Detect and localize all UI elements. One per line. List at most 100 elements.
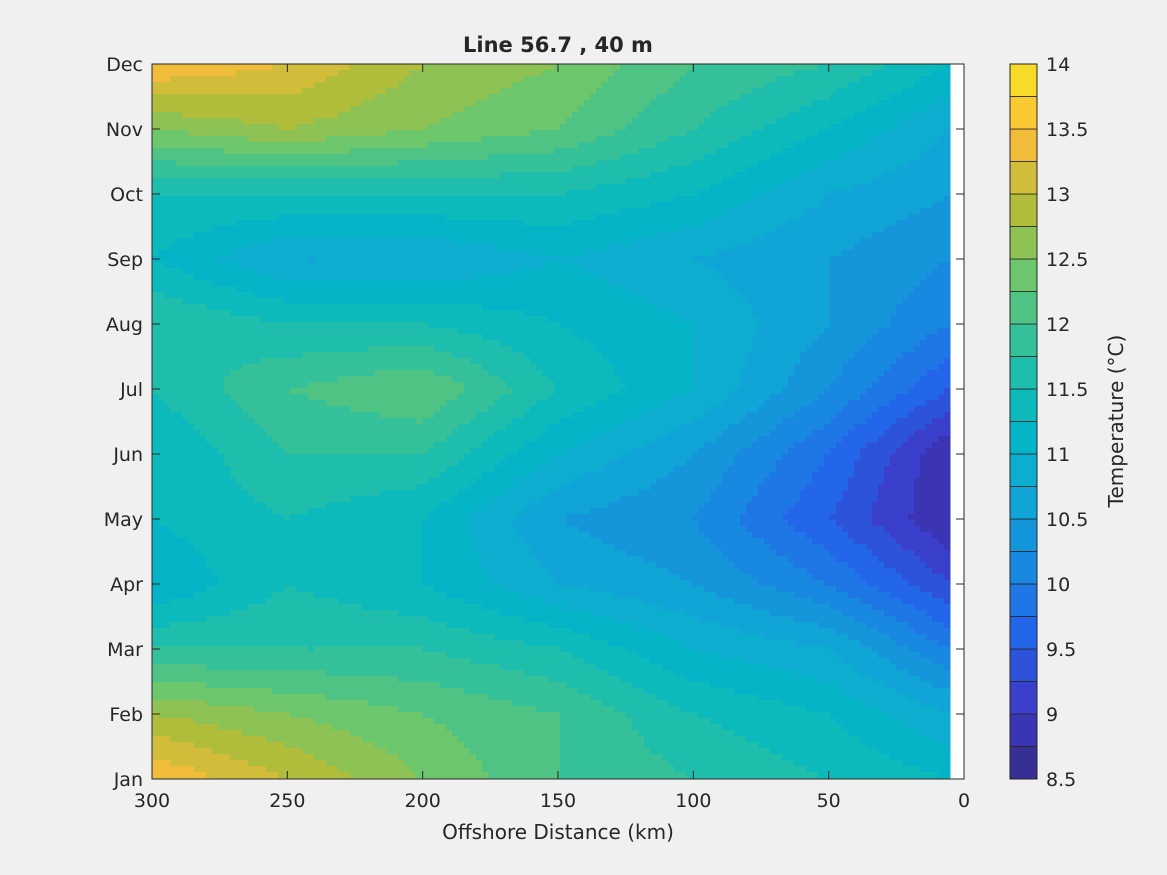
- contour-cell: [254, 136, 261, 143]
- contour-cell: [632, 256, 639, 263]
- contour-cell: [350, 82, 357, 89]
- contour-cell: [488, 160, 495, 167]
- contour-cell: [182, 124, 189, 131]
- contour-cell: [872, 262, 879, 269]
- contour-cell: [518, 82, 525, 89]
- contour-cell: [872, 268, 879, 275]
- contour-cell: [470, 172, 477, 179]
- contour-cell: [488, 136, 495, 143]
- contour-cell: [764, 106, 771, 113]
- contour-cell: [410, 100, 417, 107]
- contour-cell: [440, 100, 447, 107]
- contour-cell: [494, 76, 501, 83]
- contour-cell: [416, 274, 423, 281]
- contour-cell: [710, 136, 717, 143]
- contour-cell: [536, 70, 543, 77]
- contour-cell: [350, 160, 357, 167]
- contour-cell: [338, 232, 345, 239]
- contour-cell: [824, 160, 831, 167]
- contour-cell: [848, 94, 855, 101]
- contour-cell: [650, 106, 657, 113]
- contour-cell: [632, 82, 639, 89]
- contour-cell: [188, 256, 195, 263]
- contour-cell: [614, 64, 621, 71]
- contour-cell: [716, 202, 723, 209]
- contour-cell: [518, 64, 525, 71]
- contour-cell: [212, 82, 219, 89]
- contour-cell: [848, 274, 855, 281]
- contour-cell: [392, 202, 399, 209]
- contour-cell: [668, 112, 675, 119]
- contour-cell: [680, 100, 687, 107]
- contour-cell: [746, 130, 753, 137]
- contour-cell: [446, 202, 453, 209]
- contour-cell: [722, 280, 729, 287]
- contour-cell: [830, 226, 837, 233]
- contour-cell: [464, 166, 471, 173]
- contour-cell: [326, 118, 333, 125]
- contour-cell: [674, 70, 681, 77]
- contour-cell: [296, 106, 303, 113]
- contour-cell: [596, 220, 603, 227]
- contour-cell: [212, 220, 219, 227]
- contour-cell: [314, 82, 321, 89]
- contour-cell: [320, 262, 327, 269]
- contour-cell: [260, 280, 267, 287]
- contour-cell: [554, 88, 561, 95]
- contour-cell: [644, 256, 651, 263]
- contour-cell: [512, 214, 519, 221]
- contour-cell: [164, 274, 171, 281]
- contour-cell: [164, 172, 171, 179]
- contour-cell: [362, 280, 369, 287]
- contour-cell: [578, 238, 585, 245]
- contour-cell: [356, 160, 363, 167]
- contour-cell: [638, 70, 645, 77]
- contour-cell: [362, 166, 369, 173]
- contour-cell: [854, 196, 861, 203]
- contour-cell: [416, 178, 423, 185]
- contour-cell: [362, 94, 369, 101]
- contour-cell: [914, 94, 921, 101]
- contour-cell: [560, 280, 567, 287]
- contour-cell: [824, 142, 831, 149]
- contour-cell: [506, 172, 513, 179]
- contour-cell: [416, 250, 423, 257]
- contour-cell: [374, 106, 381, 113]
- contour-cell: [578, 232, 585, 239]
- contour-cell: [866, 250, 873, 257]
- contour-cell: [302, 178, 309, 185]
- contour-cell: [800, 268, 807, 275]
- contour-cell: [434, 160, 441, 167]
- contour-cell: [404, 208, 411, 215]
- contour-cell: [536, 100, 543, 107]
- contour-cell: [674, 112, 681, 119]
- contour-cell: [332, 70, 339, 77]
- contour-cell: [818, 118, 825, 125]
- contour-cell: [446, 184, 453, 191]
- contour-cell: [380, 172, 387, 179]
- contour-cell: [830, 172, 837, 179]
- contour-cell: [398, 82, 405, 89]
- contour-cell: [776, 154, 783, 161]
- contour-cell: [320, 250, 327, 257]
- contour-cell: [692, 70, 699, 77]
- contour-cell: [548, 214, 555, 221]
- contour-cell: [350, 178, 357, 185]
- contour-cell: [608, 202, 615, 209]
- contour-cell: [164, 286, 171, 293]
- contour-cell: [938, 142, 945, 149]
- contour-cell: [494, 82, 501, 89]
- contour-cell: [422, 220, 429, 227]
- contour-cell: [608, 154, 615, 161]
- contour-cell: [248, 160, 255, 167]
- contour-cell: [428, 220, 435, 227]
- contour-cell: [464, 136, 471, 143]
- contour-cell: [314, 214, 321, 221]
- contour-cell: [530, 202, 537, 209]
- contour-cell: [452, 136, 459, 143]
- contour-cell: [248, 82, 255, 89]
- contour-cell: [416, 244, 423, 251]
- contour-cell: [614, 208, 621, 215]
- contour-cell: [290, 148, 297, 155]
- contour-cell: [188, 70, 195, 77]
